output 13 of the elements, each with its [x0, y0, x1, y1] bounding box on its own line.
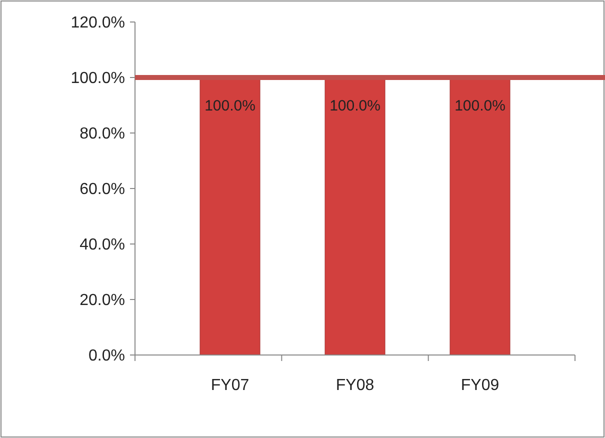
data-label: 100.0% [204, 98, 256, 114]
y-tick-label: 0.0% [88, 348, 125, 365]
y-tick-label: 60.0% [80, 181, 125, 198]
y-tick-label: 120.0% [70, 14, 125, 32]
x-tick-label: FY08 [336, 377, 374, 394]
y-tick-label: 40.0% [80, 236, 125, 254]
x-tick-label: FY07 [210, 377, 250, 394]
data-label: 100.0% [330, 98, 380, 114]
data-label: 100.0% [454, 98, 506, 114]
y-tick-label: 80.0% [80, 126, 125, 143]
y-tick-label: 100.0% [70, 70, 125, 88]
y-tick-label: 20.0% [80, 292, 125, 310]
x-tick-label: FY09 [460, 377, 500, 394]
